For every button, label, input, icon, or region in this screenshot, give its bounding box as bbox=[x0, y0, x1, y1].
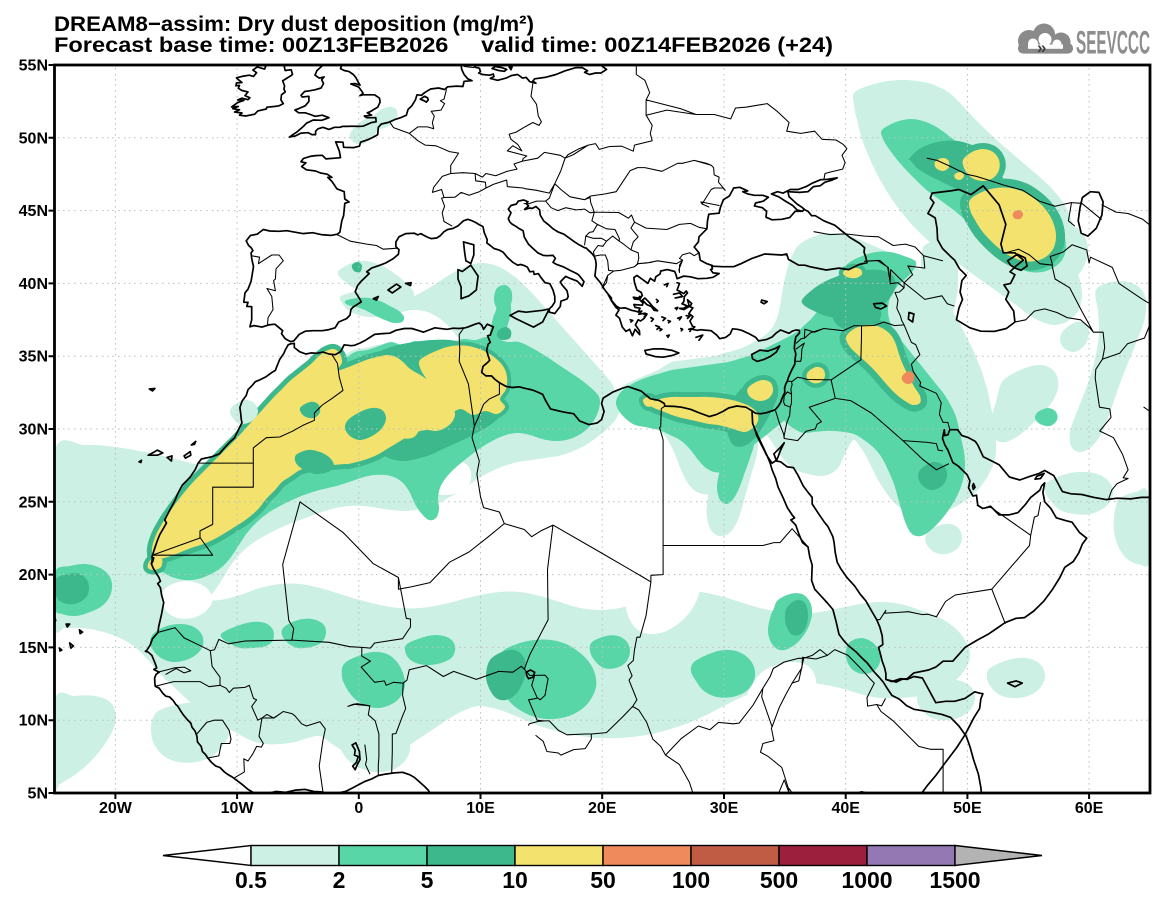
svg-text:100: 100 bbox=[672, 867, 710, 893]
svg-text:1500: 1500 bbox=[929, 867, 980, 893]
svg-text:40E: 40E bbox=[831, 800, 860, 817]
svg-text:SEEVCCC: SEEVCCC bbox=[1076, 25, 1150, 61]
svg-text:10N: 10N bbox=[19, 713, 48, 730]
svg-text:45N: 45N bbox=[19, 203, 48, 220]
svg-text:Forecast base time: 00Z13FEB20: Forecast base time: 00Z13FEB2026 valid t… bbox=[54, 34, 833, 57]
svg-text:30E: 30E bbox=[710, 800, 739, 817]
svg-text:5N: 5N bbox=[28, 786, 48, 803]
svg-text:40N: 40N bbox=[19, 276, 48, 293]
svg-text:20W: 20W bbox=[99, 800, 133, 817]
svg-text:2: 2 bbox=[333, 867, 346, 893]
svg-text:DREAM8−assim: Dry dust deposit: DREAM8−assim: Dry dust deposition (mg/m²… bbox=[54, 12, 534, 36]
svg-text:»: » bbox=[1037, 38, 1046, 57]
svg-text:10E: 10E bbox=[466, 800, 495, 817]
svg-text:1000: 1000 bbox=[841, 867, 892, 893]
svg-text:5: 5 bbox=[421, 867, 434, 893]
svg-text:30N: 30N bbox=[19, 422, 48, 439]
svg-text:500: 500 bbox=[760, 867, 798, 893]
svg-text:10W: 10W bbox=[221, 800, 255, 817]
svg-text:0.5: 0.5 bbox=[235, 867, 267, 893]
svg-text:20E: 20E bbox=[588, 800, 617, 817]
svg-text:0: 0 bbox=[354, 800, 363, 817]
svg-text:35N: 35N bbox=[19, 349, 48, 366]
svg-text:50: 50 bbox=[590, 867, 616, 893]
svg-text:50E: 50E bbox=[953, 800, 982, 817]
svg-text:20N: 20N bbox=[19, 567, 48, 584]
svg-text:10: 10 bbox=[502, 867, 528, 893]
svg-text:15N: 15N bbox=[19, 640, 48, 657]
svg-text:25N: 25N bbox=[19, 494, 48, 511]
svg-text:55N: 55N bbox=[19, 58, 48, 75]
svg-text:50N: 50N bbox=[19, 130, 48, 147]
svg-text:60E: 60E bbox=[1075, 800, 1104, 817]
